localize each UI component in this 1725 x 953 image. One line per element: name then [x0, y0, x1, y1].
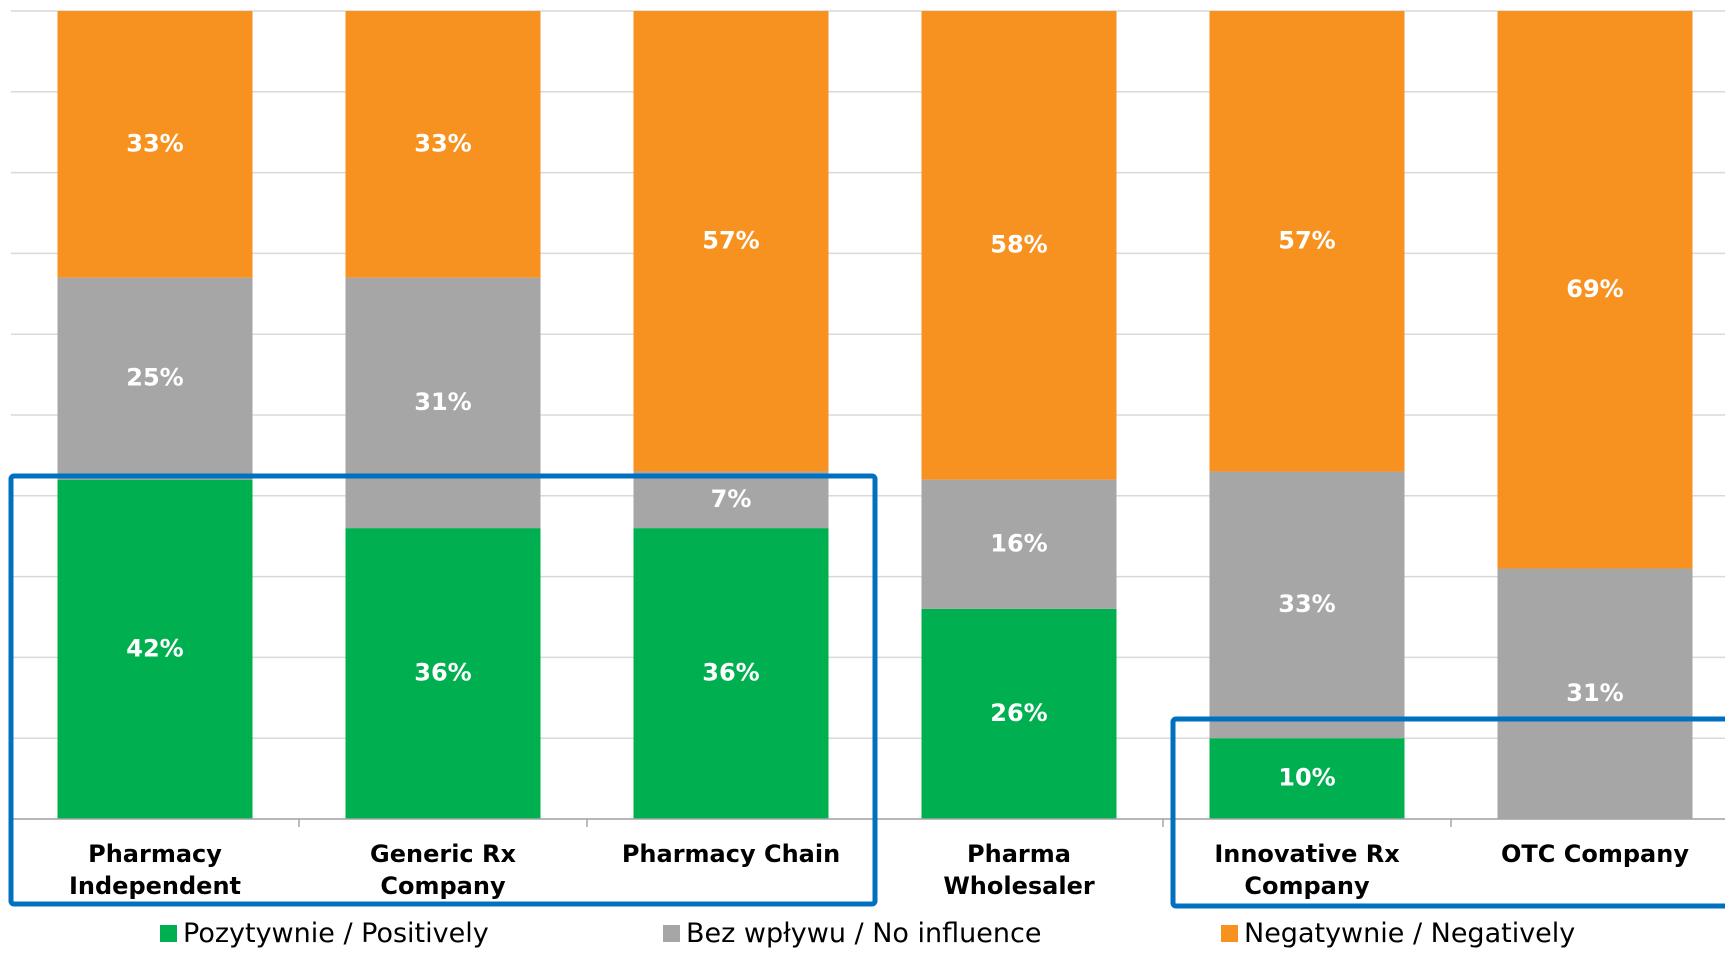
data-label: 10% [1278, 764, 1335, 792]
data-label-value: 33 [414, 129, 447, 157]
data-label: 33% [414, 129, 471, 157]
data-label-value: 36 [414, 659, 447, 687]
legend-item: Negatywnie / Negatively [1221, 918, 1575, 949]
data-label-value: 57 [702, 226, 735, 254]
bar-segment [633, 11, 829, 472]
bar-segment [1497, 568, 1693, 819]
data-label: 33% [126, 129, 183, 157]
legend-swatch [160, 925, 177, 942]
data-label-value: 58 [990, 230, 1023, 258]
x-tick-label: Pharmacy Independent [68, 840, 242, 900]
bar-segment [57, 11, 253, 278]
highlight-box [8, 473, 878, 907]
bar-segment [345, 277, 541, 529]
data-label-value: 7 [711, 485, 728, 513]
x-tick-label: Innovative Rx Company [1214, 840, 1400, 900]
bar-segment [1209, 11, 1405, 472]
bar-segment [57, 479, 253, 819]
data-label: 26% [990, 699, 1047, 727]
bar-segment [57, 277, 253, 480]
bar-segment [345, 528, 541, 819]
legend-item: Pozytywnie / Positively [160, 918, 489, 949]
bar-segment [345, 11, 541, 278]
data-label-unit: % [160, 129, 184, 157]
bar-segment [921, 608, 1117, 819]
data-label: 58% [990, 230, 1047, 258]
legend-item: Bez wpływu / No influence [663, 918, 1041, 949]
data-label-unit: % [160, 364, 184, 392]
bar-segment [1209, 471, 1405, 739]
bar-segment [1497, 11, 1693, 569]
legend-swatch [1221, 925, 1238, 942]
data-label-unit: % [1312, 590, 1336, 618]
data-label-unit: % [727, 485, 751, 513]
bar-segment [633, 528, 829, 819]
x-tick-label: OTC Company [1501, 840, 1689, 868]
data-label-value: 42 [126, 634, 159, 662]
data-label-value: 57 [1278, 226, 1311, 254]
data-label-value: 31 [414, 388, 447, 416]
data-label-unit: % [1600, 679, 1624, 707]
data-label-unit: % [1024, 699, 1048, 727]
data-label-value: 36 [702, 659, 735, 687]
bar-segment [633, 471, 829, 529]
data-label-unit: % [736, 226, 760, 254]
bar-segment [1209, 738, 1405, 819]
data-label-value: 16 [990, 529, 1023, 557]
highlight-box [1170, 716, 1725, 909]
data-label: 36% [414, 659, 471, 687]
data-label: 16% [990, 529, 1047, 557]
data-label-value: 26 [990, 699, 1023, 727]
data-label: 57% [1278, 226, 1335, 254]
data-label-unit: % [160, 634, 184, 662]
data-label-unit: % [736, 659, 760, 687]
data-label-unit: % [1312, 226, 1336, 254]
data-label: 31% [414, 388, 471, 416]
legend-label: Pozytywnie / Positively [183, 918, 489, 949]
data-label: 33% [1278, 590, 1335, 618]
data-label-unit: % [1024, 230, 1048, 258]
data-label-value: 10 [1278, 764, 1311, 792]
legend-label: Negatywnie / Negatively [1244, 918, 1576, 949]
data-label: 69% [1566, 275, 1623, 303]
data-label-value: 69 [1566, 275, 1599, 303]
data-label-unit: % [448, 388, 472, 416]
data-label-unit: % [1600, 275, 1624, 303]
data-label: 57% [702, 226, 759, 254]
data-label-unit: % [1024, 529, 1048, 557]
legend-label: Bez wpływu / No influence [686, 918, 1042, 949]
data-label-unit: % [448, 129, 472, 157]
data-label: 36% [702, 659, 759, 687]
x-tick-label: Generic Rx Company [370, 840, 516, 900]
data-label-unit: % [1312, 764, 1336, 792]
data-label-value: 25 [126, 364, 159, 392]
bar-segment [921, 11, 1117, 480]
bar-segment [921, 479, 1117, 609]
x-tick-label: Pharmacy Chain [621, 840, 841, 868]
data-label: 42% [126, 634, 183, 662]
data-label: 25% [126, 364, 183, 392]
data-label: 7% [711, 485, 752, 513]
data-label-value: 31 [1566, 679, 1599, 707]
data-label-value: 33 [126, 129, 159, 157]
data-label-unit: % [448, 659, 472, 687]
data-label-value: 33 [1278, 590, 1311, 618]
data-label: 31% [1566, 679, 1623, 707]
x-tick-label: Pharma Wholesaler [943, 840, 1095, 900]
legend-swatch [663, 925, 680, 942]
